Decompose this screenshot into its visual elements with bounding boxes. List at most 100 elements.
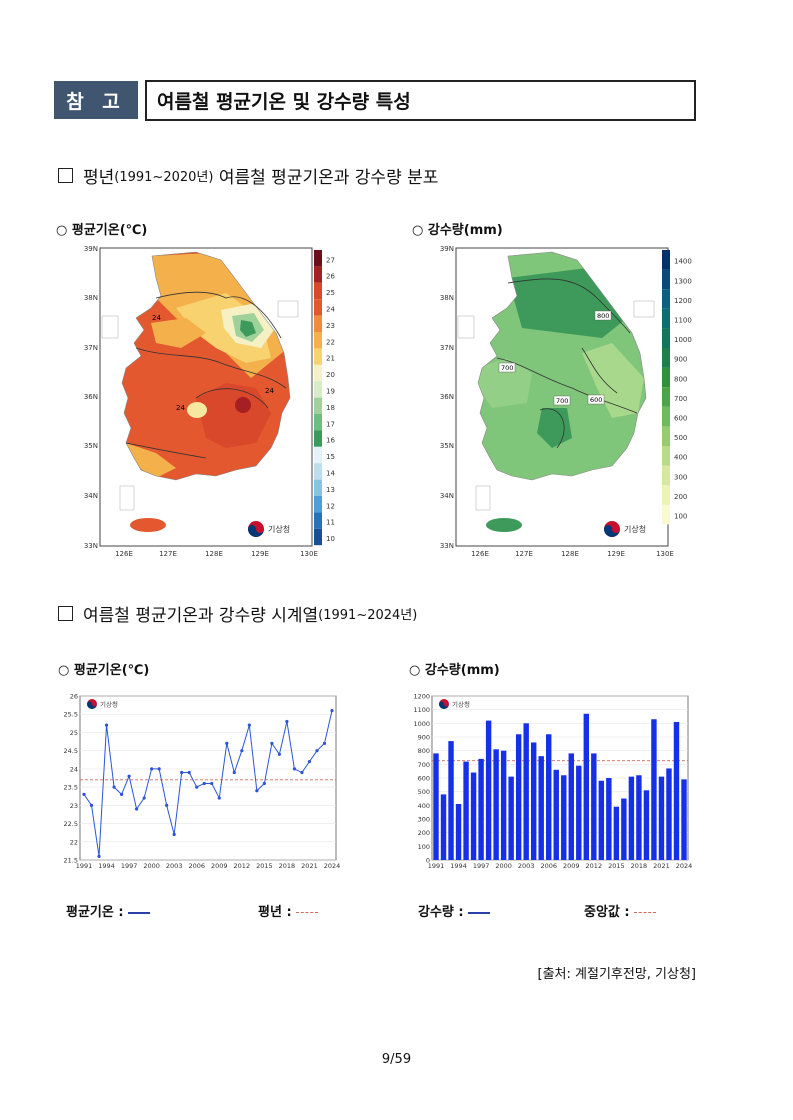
colorbar-swatch (662, 465, 670, 486)
kma-logo: 기상청 (439, 699, 470, 709)
data-point (292, 767, 297, 771)
data-point (307, 760, 312, 764)
x-tick-label: 2015 (256, 862, 273, 870)
colorbar-tick: 1400 (674, 258, 692, 266)
contour-label: 24 (152, 314, 161, 322)
data-point (172, 832, 176, 837)
data-point (322, 741, 327, 745)
page-title: 여름철 평균기온 및 강수량 특성 (157, 91, 411, 113)
lat-tick: 35N (440, 442, 454, 450)
colorbar-swatch (662, 367, 670, 388)
colorbar-tick: 15 (326, 453, 335, 461)
colorbar-tick: 500 (674, 434, 687, 442)
data-bar (515, 734, 522, 860)
checkbox-square-icon (58, 606, 73, 621)
lat-tick: 38N (440, 294, 454, 302)
data-bar (666, 768, 672, 860)
temp-normal-legend: 평년 : (258, 901, 318, 920)
colorbar-swatch (314, 299, 322, 316)
reference-tag: 참 고 (54, 81, 138, 119)
legend-label: 평년 : (258, 905, 292, 920)
colorbar-swatch (662, 289, 670, 309)
data-bar (643, 790, 650, 860)
lon-tick: 128E (561, 550, 579, 558)
colorbar-swatch (314, 446, 322, 464)
data-bar (598, 780, 605, 860)
data-point (97, 854, 101, 858)
colorbar-swatch (314, 430, 322, 447)
contour-label: 700 (501, 364, 513, 372)
lat-tick: 37N (440, 344, 454, 352)
y-tick-label: 700 (418, 761, 430, 769)
colorbar-tick: 900 (674, 356, 687, 364)
colorbar-tick: 800 (674, 375, 687, 383)
y-tick-label: 1100 (413, 706, 430, 714)
colorbar-swatch (314, 364, 322, 382)
colorbar-tick: 23 (326, 322, 335, 330)
x-tick-label: 2009 (211, 862, 228, 870)
x-tick-label: 2021 (301, 862, 318, 870)
x-tick-label: 2024 (676, 862, 693, 870)
legend-line-swatch (127, 911, 150, 914)
colorbar-swatch (314, 496, 322, 513)
y-tick-label: 400 (418, 802, 430, 810)
data-bar (470, 772, 477, 860)
colorbar-swatch (314, 381, 322, 398)
data-bar (613, 806, 620, 860)
data-bar (530, 742, 537, 860)
lon-tick: 129E (251, 550, 269, 558)
section1-suffix: 여름철 평균기온과 강수량 분포 (218, 168, 439, 188)
legend-label: 평균기온 : (66, 905, 124, 920)
data-bar (606, 778, 612, 860)
logo-text: 기상청 (100, 700, 118, 709)
colorbar-tick: 26 (326, 273, 335, 281)
x-tick-label: 2000 (143, 862, 160, 870)
colorbar-tick: 12 (326, 502, 335, 510)
lon-tick: 126E (471, 550, 489, 558)
logo-text: 기상청 (452, 700, 470, 709)
colorbar-swatch (314, 332, 322, 349)
lat-tick: 33N (440, 542, 454, 550)
colorbar-tick: 200 (674, 493, 687, 501)
colorbar-tick: 600 (674, 415, 687, 423)
lat-tick: 36N (440, 393, 454, 401)
colorbar-tick: 14 (326, 470, 335, 478)
y-tick-label: 100 (418, 843, 430, 851)
y-tick-label: 900 (418, 734, 430, 742)
data-point (135, 807, 139, 811)
y-tick-label: 600 (418, 775, 430, 783)
colorbar-swatch (314, 528, 322, 546)
data-point (247, 723, 251, 727)
data-bar (455, 803, 462, 860)
section-heading-2: 여름철 평균기온과 강수량 시계열 (1991~2024년) (58, 601, 417, 626)
y-tick-label: 24 (70, 765, 78, 773)
data-bar (651, 719, 657, 860)
colorbar-swatch (314, 463, 322, 480)
x-tick-label: 2006 (188, 862, 205, 870)
series-line (83, 710, 333, 857)
y-tick-label: 25.5 (64, 711, 78, 719)
lat-tick: 39N (84, 245, 98, 253)
precip-chart-label: ○ 강수량(mm) (409, 663, 500, 678)
lon-tick: 130E (300, 550, 318, 558)
colorbar-tick: 11 (326, 519, 335, 527)
legend-line-swatch (467, 911, 490, 914)
data-bar (440, 794, 447, 860)
x-tick-label: 2012 (234, 862, 251, 870)
colorbar-tick: 100 (674, 513, 687, 521)
precip-map-label: ○ 강수량(mm) (412, 223, 503, 238)
data-bar (673, 721, 680, 860)
section-heading-1: 평년 (1991~2020년) 여름철 평균기온과 강수량 분포 (58, 163, 438, 188)
colorbar-swatch (314, 250, 322, 267)
data-point (180, 770, 184, 775)
y-tick-label: 22 (70, 838, 78, 846)
data-bar (576, 765, 582, 860)
data-point (104, 723, 109, 727)
data-point (315, 749, 319, 753)
colorbar-tick: 400 (674, 454, 687, 462)
y-tick-label: 26 (70, 693, 78, 701)
data-point (89, 803, 94, 807)
x-tick-label: 1994 (98, 862, 115, 870)
y-tick-label: 1000 (413, 720, 430, 728)
y-tick-label: 500 (418, 788, 430, 796)
